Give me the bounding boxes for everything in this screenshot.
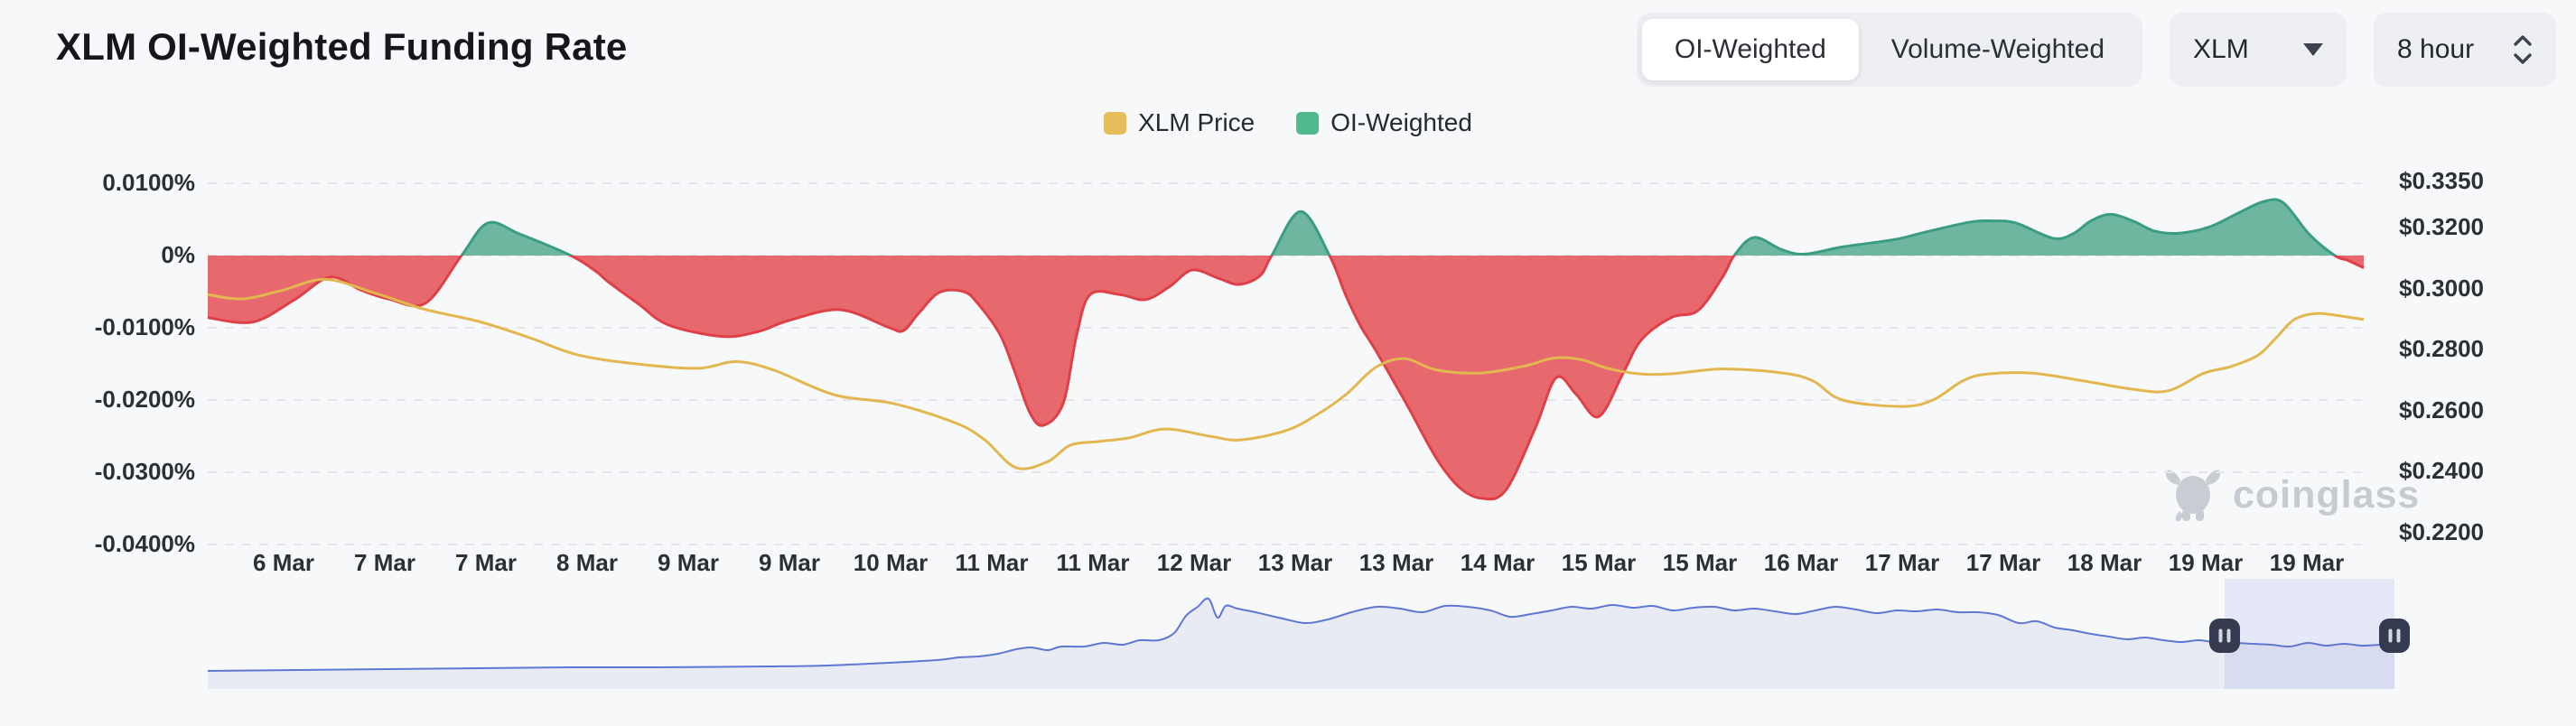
navigator-selection[interactable] bbox=[2225, 579, 2394, 689]
funding-line-negative bbox=[207, 256, 2365, 501]
xlm-price-swatch bbox=[1104, 111, 1127, 135]
symbol-select[interactable]: XLM bbox=[2170, 13, 2347, 87]
oi-weighted-swatch bbox=[1296, 111, 1320, 135]
watermark-text: coinglass bbox=[2233, 472, 2421, 517]
legend-item-oi-weighted[interactable]: OI-Weighted bbox=[1296, 108, 1472, 137]
symbol-select-value: XLM bbox=[2193, 34, 2249, 64]
legend-item-xlm-price[interactable]: XLM Price bbox=[1104, 108, 1255, 137]
coinglass-bull-icon bbox=[2165, 470, 2221, 522]
chart-legend: XLM Price OI-Weighted bbox=[1104, 108, 1472, 137]
legend-label: XLM Price bbox=[1138, 108, 1255, 136]
page-title: XLM OI-Weighted Funding Rate bbox=[56, 25, 628, 68]
navigator-handle-right[interactable] bbox=[2379, 619, 2410, 653]
segment-volume-weighted[interactable]: Volume-Weighted bbox=[1890, 34, 2105, 64]
weighting-toggle[interactable]: OI-Weighted Volume-Weighted bbox=[1636, 13, 2142, 87]
pause-icon bbox=[2218, 628, 2223, 643]
pause-icon bbox=[2396, 628, 2401, 643]
navigator-area[interactable] bbox=[208, 598, 2394, 689]
segment-oi-weighted[interactable]: OI-Weighted bbox=[1641, 19, 1859, 80]
chevron-down-icon bbox=[2303, 43, 2323, 56]
funding-area-positive bbox=[208, 199, 2364, 256]
up-down-chevrons-icon bbox=[2514, 35, 2532, 64]
navigator-line bbox=[207, 597, 2395, 672]
navigator-handle-left[interactable] bbox=[2209, 619, 2240, 653]
interval-select[interactable]: 8 hour bbox=[2374, 13, 2556, 87]
interval-select-value: 8 hour bbox=[2397, 34, 2475, 64]
chart-controls: OI-Weighted Volume-Weighted XLM 8 hour bbox=[1636, 13, 2556, 87]
funding-area-negative bbox=[208, 256, 2364, 499]
pause-icon bbox=[2226, 628, 2231, 643]
legend-label: OI-Weighted bbox=[1330, 108, 1472, 136]
price-line bbox=[207, 277, 2365, 470]
pause-icon bbox=[2388, 628, 2393, 643]
coinglass-watermark: coinglass bbox=[2164, 464, 2420, 526]
funding-line-positive bbox=[460, 198, 2338, 256]
